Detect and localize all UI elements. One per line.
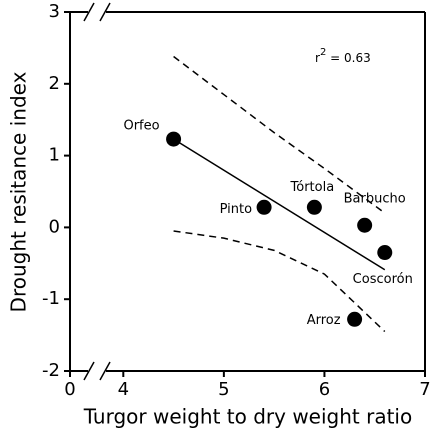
superscript: 2 <box>320 47 326 58</box>
x-tick-label: 0 <box>64 379 75 400</box>
data-point <box>256 199 272 215</box>
axis-break <box>83 361 95 381</box>
y-tick-label: 2 <box>49 73 60 94</box>
axis-break <box>99 361 111 381</box>
r-squared: r2 = 0.63 <box>315 47 371 65</box>
y-tick-label: 3 <box>49 1 60 22</box>
x-tick-label: 5 <box>218 379 229 400</box>
axis-break <box>83 2 95 22</box>
axis-break <box>99 2 111 22</box>
point-label: Tórtola <box>290 180 335 195</box>
x-tick-label: 6 <box>319 379 330 400</box>
r-symbol: r <box>315 51 320 65</box>
x-axis-title: Turgor weight to dry weight ratio <box>83 405 412 429</box>
data-point <box>166 131 182 147</box>
y-axis-title: Drought resitance index <box>7 71 31 312</box>
data-point <box>347 311 363 327</box>
x-tick-label: 7 <box>419 379 430 400</box>
point-label: Arroz <box>307 313 341 328</box>
data-point <box>377 245 393 261</box>
point-label: Coscorón <box>353 272 413 287</box>
data-point <box>306 199 322 215</box>
r-value: = 0.63 <box>326 51 370 65</box>
confidence-band <box>173 55 386 214</box>
data-point <box>357 217 373 233</box>
regression-line <box>173 138 386 271</box>
point-label: Pinto <box>220 202 253 217</box>
point-label: Barbucho <box>344 192 406 207</box>
y-tick-label: 0 <box>49 216 60 237</box>
y-tick-label: -1 <box>42 288 60 309</box>
y-tick-label: -2 <box>42 360 60 381</box>
y-tick-label: 1 <box>49 145 60 166</box>
point-label: Orfeo <box>123 119 159 134</box>
x-tick-label: 4 <box>118 379 129 400</box>
confidence-band <box>173 230 386 333</box>
